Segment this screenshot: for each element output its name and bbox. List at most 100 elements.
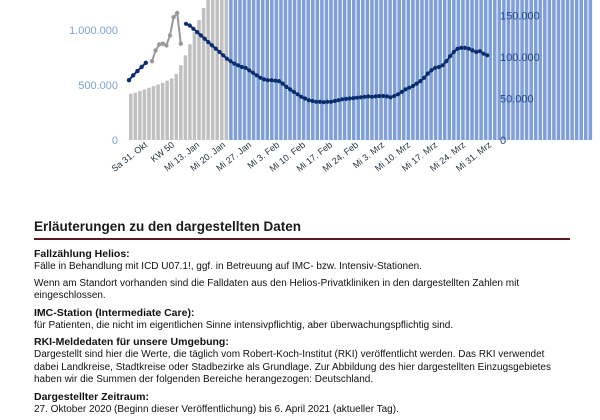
- blue-series-point: [288, 87, 293, 92]
- blue-series-point: [485, 53, 490, 58]
- bar-blue: [483, 0, 488, 140]
- blue-series-point: [455, 46, 460, 51]
- blue-series-point: [425, 71, 430, 76]
- bar-blue: [465, 0, 470, 140]
- bar-blue: [556, 0, 561, 140]
- bar-blue: [374, 0, 379, 140]
- blue-series-point: [310, 98, 315, 104]
- blue-series-point: [477, 49, 482, 54]
- bar-blue: [529, 0, 533, 140]
- blue-series-point: [258, 75, 263, 80]
- blue-series-point: [358, 95, 363, 100]
- blue-series-point: [481, 51, 486, 56]
- blue-series-point: [213, 46, 218, 51]
- bar-grey: [174, 74, 179, 140]
- bar-grey: [160, 82, 165, 140]
- blue-series-point: [314, 99, 319, 104]
- explanation-panel: Erläuterungen zu den dargestellten Daten…: [34, 219, 570, 420]
- right-tick-label: 0: [500, 135, 506, 147]
- blue-series-point: [202, 36, 207, 41]
- bar-blue: [292, 0, 297, 141]
- blue-series-point: [384, 94, 389, 99]
- blue-series-start-point: [131, 73, 136, 78]
- bar-blue: [433, 0, 438, 140]
- blue-series-point: [236, 63, 241, 68]
- blue-series-point: [291, 89, 296, 94]
- blue-series-point: [466, 46, 471, 51]
- bar-blue: [447, 0, 452, 140]
- bar-grey: [206, 0, 210, 140]
- bar-blue: [251, 0, 256, 140]
- blue-series-point: [414, 81, 419, 86]
- grey-series-point: [175, 10, 180, 16]
- blue-series-point: [239, 64, 244, 70]
- bar-blue: [379, 0, 383, 141]
- blue-series-point: [448, 54, 453, 59]
- bar-blue: [338, 0, 342, 141]
- bar-blue: [533, 0, 538, 140]
- bar-grey: [169, 78, 174, 140]
- blue-series-start-point: [143, 60, 148, 65]
- bar-grey: [165, 80, 169, 140]
- bar-blue: [320, 0, 324, 140]
- section-text: 27. Oktober 2020 (Beginn dieser Veröffen…: [34, 403, 399, 415]
- right-tick-label: 150.000: [500, 11, 540, 23]
- blue-series-point: [206, 40, 211, 45]
- bar-blue: [392, 0, 397, 140]
- bar-blue: [452, 0, 456, 140]
- bar-blue: [388, 0, 392, 140]
- blue-series-start-point: [135, 68, 140, 74]
- bar-blue: [370, 0, 374, 140]
- blue-series-point: [381, 93, 386, 99]
- blue-series-point: [351, 96, 356, 101]
- bar-grey: [147, 87, 151, 140]
- explanation-section: IMC-Station (Intermediate Care): für Pati…: [34, 307, 570, 333]
- section-text: für Patienten, die nicht im eigentlichen…: [34, 319, 454, 331]
- bar-blue: [584, 0, 588, 140]
- bar-grey: [183, 55, 188, 140]
- left-tick-label: 500.000: [78, 80, 118, 92]
- bar-blue: [329, 0, 333, 140]
- bar-blue: [283, 0, 288, 140]
- blue-series-point: [418, 79, 423, 84]
- blue-series-point: [377, 93, 382, 99]
- bar-blue: [515, 0, 520, 140]
- bar-blue: [420, 0, 424, 140]
- bar-blue: [565, 0, 570, 140]
- blue-series-point: [362, 94, 367, 99]
- bar-blue: [506, 0, 511, 140]
- bar-blue: [297, 0, 301, 140]
- blue-series-point: [462, 45, 468, 51]
- bar-grey: [224, 0, 229, 140]
- bar-blue: [397, 0, 401, 140]
- bar-blue: [361, 0, 365, 141]
- blue-series-point: [451, 49, 456, 55]
- blue-series-point: [247, 68, 252, 73]
- bar-blue: [356, 0, 361, 140]
- bar-grey: [210, 0, 215, 140]
- bar-blue: [270, 0, 274, 140]
- bar-blue: [365, 0, 370, 140]
- bar-blue: [260, 0, 265, 140]
- bar-grey: [179, 65, 183, 140]
- blue-series-point: [276, 79, 282, 84]
- left-tick-label: 0: [112, 135, 118, 147]
- bar-blue: [538, 0, 543, 140]
- right-tick-label: 50.000: [500, 94, 534, 106]
- blue-series-point: [295, 92, 300, 97]
- blue-series-point: [265, 78, 270, 83]
- blue-series-point: [403, 87, 408, 92]
- blue-series-point: [329, 99, 334, 104]
- bar-blue: [493, 0, 497, 140]
- blue-series-point: [284, 84, 289, 89]
- bar-blue: [383, 0, 388, 141]
- blue-series-point: [429, 68, 434, 73]
- bar-blue: [347, 0, 351, 140]
- bar-blue: [424, 0, 429, 141]
- bar-blue: [570, 0, 574, 140]
- bar-blue: [502, 0, 506, 140]
- bar-blue: [279, 0, 283, 140]
- blue-series-point: [254, 73, 259, 78]
- bar-blue: [351, 0, 356, 140]
- explanation-section: Fallzählung Helios: Fälle in Behandlung m…: [34, 248, 570, 303]
